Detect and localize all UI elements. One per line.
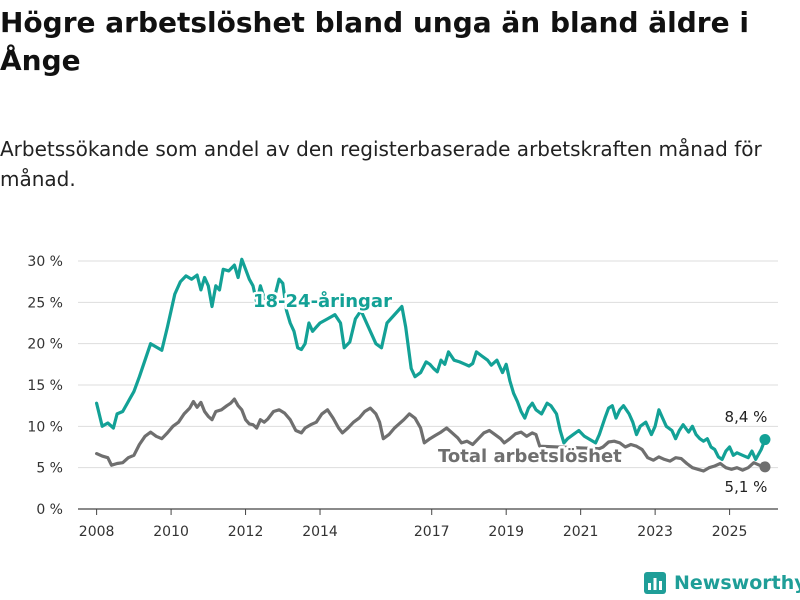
end-value-total: 5,1 % — [725, 478, 768, 496]
series-lines — [95, 257, 771, 473]
x-tick-label: 2021 — [563, 524, 599, 540]
y-tick-label: 20 % — [27, 337, 63, 353]
series-end-point-0 — [759, 434, 771, 446]
grid — [78, 260, 778, 510]
y-tick-label: 15 % — [27, 378, 63, 394]
x-tick-label: 2023 — [637, 524, 673, 540]
x-axis: 2008 2010 2012 2014 2017 2019 2021 2023 2025 — [79, 509, 748, 540]
newsworthy-logo[interactable]: Newsworthy — [644, 568, 800, 598]
chart-title: Högre arbetslöshet bland unga än bland ä… — [0, 6, 749, 77]
y-tick-label: 0 % — [36, 502, 63, 518]
series-end-point-1 — [759, 461, 771, 473]
x-tick-label: 2010 — [153, 524, 189, 540]
x-tick-label: 2014 — [302, 524, 338, 540]
bar-chart-logo-icon — [644, 572, 666, 594]
series-line-1 — [95, 397, 767, 473]
series-labels: 18-24-åringar Total arbetslöshet 8,4 % 5,1 … — [251, 288, 768, 497]
chart-subtitle: Arbetssökande som andel av den registerb… — [0, 137, 762, 191]
x-tick-label: 2012 — [228, 524, 264, 540]
brand-name: Newsworthy — [674, 572, 800, 594]
x-tick-label: 2017 — [414, 524, 450, 540]
x-tick-label: 2025 — [712, 524, 748, 540]
y-tick-label: 25 % — [27, 295, 63, 311]
series-name-total: Total arbetslöshet — [438, 446, 622, 467]
x-tick-label: 2008 — [79, 524, 115, 540]
end-value-youth: 8,4 % — [725, 408, 768, 426]
line-chart: 0 %5 %10 %15 %20 %25 %30 % 2008 2010 2012 2… — [27, 254, 778, 540]
y-tick-label: 5 % — [36, 461, 63, 477]
y-axis: 0 % 5 % 10 % 15 % 20 % 25 % 30 % — [27, 254, 63, 518]
y-tick-label: 30 % — [27, 254, 63, 270]
series-line-0 — [95, 257, 767, 461]
y-tick-label: 10 % — [27, 419, 63, 435]
series-name-youth: 18-24-åringar — [253, 290, 392, 312]
x-tick-label: 2019 — [488, 524, 524, 540]
